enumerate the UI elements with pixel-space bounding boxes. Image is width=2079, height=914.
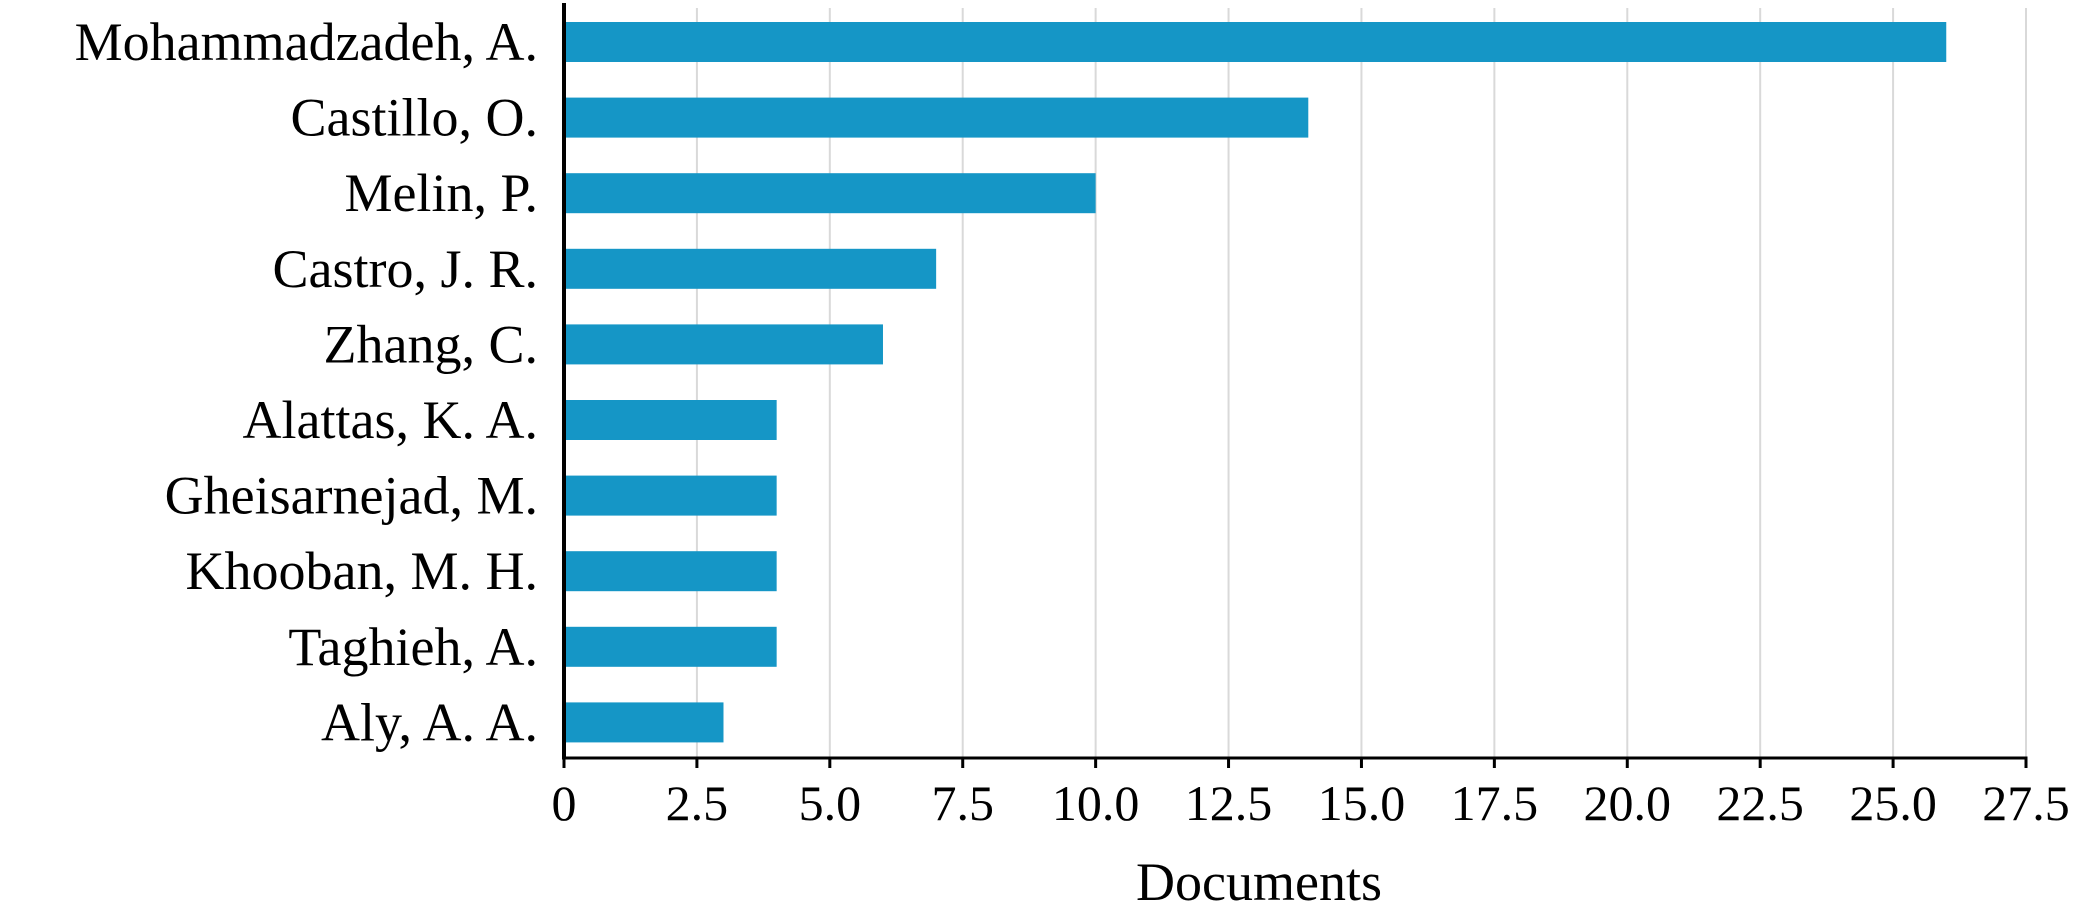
x-axis-ticks: 0 2.5 5.0 7.5 10.0 12.5 15.0 17.5 20.0 22.5 25.0 27… [552, 758, 2070, 831]
category-label: Mohammadzadeh, A. [75, 12, 538, 72]
category-label: Castro, J. R. [272, 239, 538, 299]
bar [564, 626, 777, 667]
bar [564, 551, 777, 592]
bar [564, 702, 724, 743]
x-axis-title: Documents [1136, 852, 1382, 912]
axes [562, 3, 2028, 760]
category-label: Melin, P. [344, 163, 538, 223]
category-labels: Mohammadzadeh, A. Castillo, O. Melin, P. Ca… [75, 12, 538, 752]
bar [564, 475, 777, 516]
bar [564, 173, 1096, 214]
x-tick-label: 22.5 [1716, 775, 1804, 831]
x-tick-label: 2.5 [666, 775, 729, 831]
category-label: Alattas, K. A. [243, 390, 538, 450]
bars [564, 22, 1947, 743]
bar [564, 400, 777, 440]
x-tick-label: 7.5 [931, 775, 994, 831]
category-label: Taghieh, A. [288, 617, 538, 677]
bar [564, 248, 937, 289]
x-tick-label: 0 [552, 775, 577, 831]
bar [564, 324, 883, 365]
x-tick-label: 12.5 [1185, 775, 1273, 831]
category-label: Zhang, C. [324, 314, 538, 374]
category-label: Aly, A. A. [321, 692, 538, 752]
category-label: Castillo, O. [290, 88, 538, 148]
x-tick-label: 25.0 [1849, 775, 1937, 831]
x-tick-label: 17.5 [1451, 775, 1539, 831]
x-tick-label: 20.0 [1584, 775, 1672, 831]
category-label: Gheisarnejad, M. [165, 466, 538, 526]
x-tick-label: 27.5 [1982, 775, 2070, 831]
bar [564, 97, 1309, 138]
x-tick-label: 5.0 [799, 775, 862, 831]
x-tick-label: 15.0 [1318, 775, 1406, 831]
x-tick-label: 10.0 [1052, 775, 1140, 831]
category-label: Khooban, M. H. [186, 541, 538, 601]
bar [564, 22, 1947, 62]
